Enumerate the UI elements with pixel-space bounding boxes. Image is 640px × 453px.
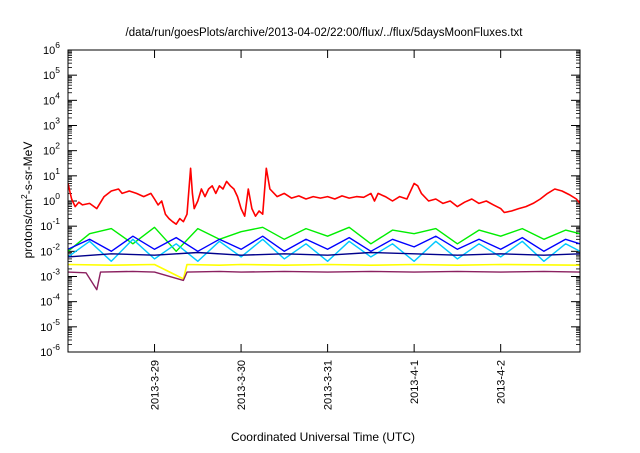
y-axis-ticks: 10-6 10-5 10-4 10-3 10-2 10-1 100 101 102 103 104 1… — [40, 40, 580, 359]
y-tick-label: 106 — [43, 40, 60, 57]
y-tick-label: 10-4 — [40, 292, 60, 309]
series-line-6 — [68, 263, 580, 280]
series-line-2 — [68, 226, 580, 252]
y-tick-label: 10-1 — [40, 216, 60, 233]
y-axis-label: protons/cm2-s-sr-MeV — [19, 142, 35, 259]
x-tick-label: 2013-3-29 — [150, 360, 162, 410]
x-tick-label: 2013-4-1 — [409, 360, 421, 404]
y-tick-label: 102 — [43, 141, 60, 158]
chart-title: /data/run/goesPlots/archive/2013-04-02/2… — [126, 27, 524, 39]
series-line-7 — [68, 270, 580, 291]
series-group — [68, 167, 580, 291]
y-tick-label: 10-5 — [40, 317, 60, 334]
y-tick-label: 105 — [43, 65, 60, 82]
y-tick-label: 10-2 — [40, 241, 60, 258]
x-tick-label: 2013-3-30 — [236, 360, 248, 410]
y-tick-label: 100 — [43, 191, 60, 208]
x-axis-ticks: 2013-3-29 2013-3-30 2013-3-31 2013-4-1 2013-… — [150, 50, 508, 410]
x-axis-label: Coordinated Universal Time (UTC) — [231, 430, 415, 444]
series-line-3 — [68, 238, 580, 262]
plot-frame — [67, 49, 581, 353]
x-tick-label: 2013-3-31 — [323, 360, 335, 410]
y-tick-label: 103 — [43, 116, 60, 133]
series-line-1 — [68, 167, 580, 225]
y-tick-label: 10-6 — [40, 342, 60, 359]
y-tick-label: 101 — [43, 166, 60, 183]
y-tick-label: 10-3 — [40, 267, 60, 284]
y-tick-label: 104 — [43, 90, 60, 107]
x-tick-label: 2013-4-2 — [496, 360, 508, 404]
series-line-4 — [68, 235, 580, 252]
series-line-5 — [68, 251, 580, 258]
